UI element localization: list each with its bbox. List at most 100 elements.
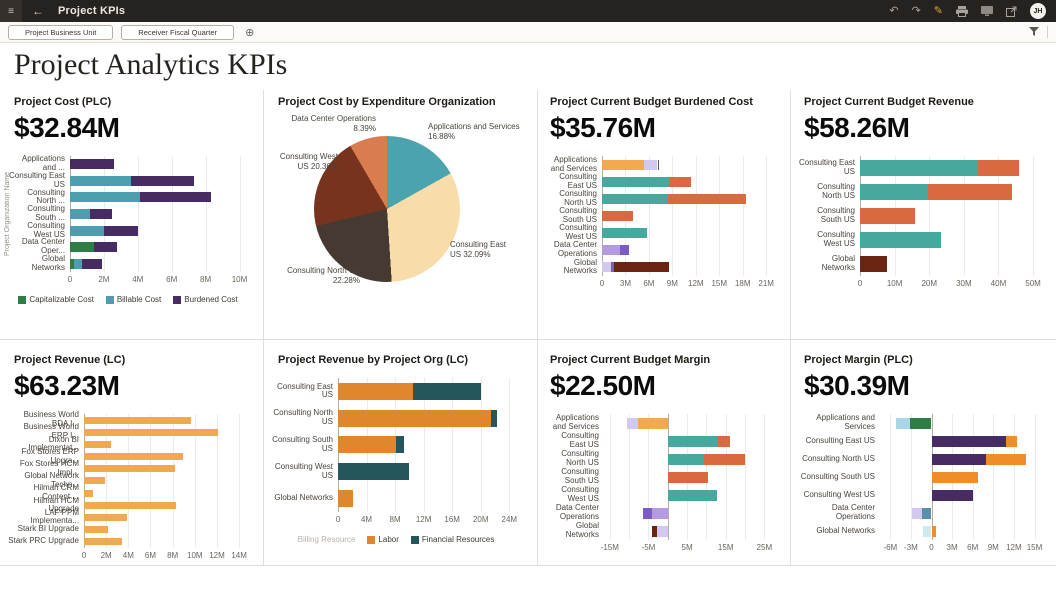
bar-segment[interactable] <box>619 245 629 256</box>
bar-segment[interactable] <box>860 232 941 248</box>
pie[interactable] <box>314 136 460 282</box>
bar-segment[interactable] <box>860 184 928 200</box>
bar-segment[interactable] <box>602 193 668 204</box>
edit-icon[interactable]: ✎ <box>933 4 943 17</box>
bar-segment[interactable] <box>338 409 492 427</box>
bar-segment[interactable] <box>667 193 746 204</box>
bar-segment[interactable] <box>84 465 175 473</box>
bar-segment[interactable] <box>84 513 128 521</box>
bar-segment[interactable] <box>491 409 498 427</box>
bar-segment[interactable] <box>84 477 106 485</box>
bar-segment[interactable] <box>84 416 192 424</box>
bar-segment[interactable] <box>395 436 404 454</box>
bar-segment[interactable] <box>1006 435 1017 447</box>
bar-segment[interactable] <box>669 176 692 187</box>
bar-segment[interactable] <box>667 453 704 465</box>
bar-segment[interactable] <box>103 225 138 236</box>
avatar[interactable]: JH <box>1030 3 1046 19</box>
bar-segment[interactable] <box>338 382 413 400</box>
bar-segment[interactable] <box>90 208 113 219</box>
bar-segment[interactable] <box>931 471 978 483</box>
bar-segment[interactable] <box>338 490 353 508</box>
redo-icon[interactable]: ↷ <box>911 4 921 17</box>
bar-segment[interactable] <box>657 159 660 170</box>
bar-segment[interactable] <box>74 258 82 269</box>
bar-segment[interactable] <box>912 507 922 519</box>
bar-segment[interactable] <box>70 242 94 253</box>
bar-segment[interactable] <box>651 525 657 537</box>
bar-segment[interactable] <box>602 262 612 273</box>
bar-segment[interactable] <box>70 225 104 236</box>
bar-segment[interactable] <box>923 525 932 537</box>
bar-segment[interactable] <box>84 538 122 546</box>
bar-segment[interactable] <box>627 417 639 429</box>
bar-segment[interactable] <box>81 258 103 269</box>
add-filter-icon[interactable]: ⊕ <box>245 26 255 39</box>
bar-segment[interactable] <box>338 436 396 454</box>
legend-item[interactable]: Labor <box>367 535 399 544</box>
menu-icon[interactable]: ≡ <box>0 0 22 22</box>
bar-segment[interactable] <box>667 471 709 483</box>
bar-segment[interactable] <box>84 501 176 509</box>
bar-segment[interactable] <box>84 489 93 497</box>
bar-segment[interactable] <box>977 160 1020 176</box>
bar-segment[interactable] <box>703 453 745 465</box>
bar-segment[interactable] <box>602 176 670 187</box>
bar-segment[interactable] <box>895 417 910 429</box>
bar-segment[interactable] <box>84 428 219 436</box>
bar-segment[interactable] <box>602 245 620 256</box>
legend-item[interactable]: Capitalizable Cost <box>18 295 94 304</box>
bar-segment[interactable] <box>412 382 481 400</box>
export-icon[interactable] <box>1006 6 1017 17</box>
bar-segment[interactable] <box>93 242 118 253</box>
bar-segment[interactable] <box>642 507 653 519</box>
bar-segment[interactable] <box>84 526 109 534</box>
bar-segment[interactable] <box>931 525 937 537</box>
bar-segment[interactable] <box>84 453 183 461</box>
bar-segment[interactable] <box>611 262 614 273</box>
print-icon[interactable] <box>956 5 968 17</box>
bar-segment[interactable] <box>860 256 888 272</box>
legend-item[interactable]: Financial Resources <box>410 535 494 544</box>
category-label: Consulting South US <box>800 471 875 481</box>
back-icon[interactable]: ← <box>32 4 44 18</box>
bar-segment[interactable] <box>70 208 91 219</box>
funnel-filter-icon[interactable] <box>1029 27 1039 37</box>
bar-segment[interactable] <box>931 453 986 465</box>
bar-segment[interactable] <box>667 489 718 501</box>
bar-segment[interactable] <box>927 184 1013 200</box>
bar-segment[interactable] <box>70 175 132 186</box>
undo-icon[interactable]: ↶ <box>889 4 899 17</box>
legend-item[interactable]: Burdened Cost <box>173 295 238 304</box>
bar-segment[interactable] <box>638 417 668 429</box>
bar-segment[interactable] <box>644 159 658 170</box>
filter-chip-receiver-fiscal-quarter[interactable]: Receiver Fiscal Quarter <box>121 24 235 40</box>
bar-segment[interactable] <box>860 160 978 176</box>
bar-segment[interactable] <box>70 159 115 170</box>
bar-segment[interactable] <box>931 435 1007 447</box>
filter-chip-project-business-unit[interactable]: Project Business Unit <box>8 24 114 40</box>
bar-segment[interactable] <box>131 175 194 186</box>
bar-segment[interactable] <box>139 192 211 203</box>
bar-segment[interactable] <box>717 435 730 447</box>
bar-segment[interactable] <box>985 453 1027 465</box>
bar-segment[interactable] <box>667 435 718 447</box>
bar-segment[interactable] <box>602 210 634 221</box>
legend-item[interactable]: Billing Resource <box>297 535 356 544</box>
bar-segment[interactable] <box>931 489 973 501</box>
bar-segment[interactable] <box>602 159 645 170</box>
bar-segment[interactable] <box>70 258 75 269</box>
bar-segment[interactable] <box>652 507 668 519</box>
bar-segment[interactable] <box>909 417 932 429</box>
bar-segment[interactable] <box>656 525 668 537</box>
bar-segment[interactable] <box>921 507 932 519</box>
bar-segment[interactable] <box>70 192 140 203</box>
bar-segment[interactable] <box>338 463 410 481</box>
legend-item[interactable]: Billable Cost <box>105 295 161 304</box>
bar-segment[interactable] <box>84 440 111 448</box>
kpi-value: $58.26M <box>804 112 910 143</box>
display-icon[interactable] <box>981 6 993 16</box>
bar-segment[interactable] <box>613 262 670 273</box>
bar-segment[interactable] <box>602 228 648 239</box>
bar-segment[interactable] <box>860 208 916 224</box>
